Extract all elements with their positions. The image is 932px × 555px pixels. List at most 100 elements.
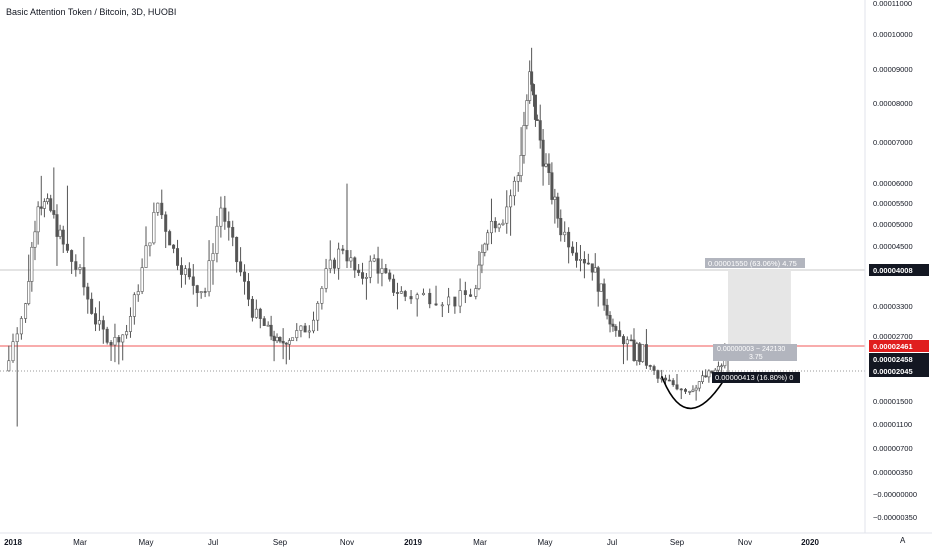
candle-body [287,340,291,345]
candle-body [94,313,98,325]
candle-body [160,202,164,216]
candle-body [614,326,618,331]
candle-body [716,365,720,371]
candle-body [148,242,152,247]
candle-body [291,337,295,341]
target-box-label-bg [705,258,805,268]
candle-body [24,303,28,319]
candle-body [493,220,497,229]
candle-body [368,260,372,278]
candle-body [667,379,671,382]
y-tick-label: 0.00000350 [873,468,913,477]
y-tick-label: 0.00000700 [873,444,913,453]
candle-body [36,206,40,233]
candle-body [61,229,65,245]
auto-scale-badge[interactable]: A [900,536,906,545]
candle-body [299,325,303,331]
price-label: 0.00004008 [873,266,913,275]
candle-body [618,330,622,337]
candle-body [187,268,191,278]
candle-body [563,231,567,236]
price-label-bg [869,365,929,377]
y-tick-label: 0.00011000 [873,0,912,8]
candle-body [58,229,62,237]
candle-body [303,325,307,333]
y-tick-label: 0.00004500 [873,242,913,251]
candle-body [372,258,376,262]
time-axis[interactable]: 2018 Mar May Jul Sep Nov 2019 Mar May Jul Sep Nov 20… [4,538,819,547]
candle-body [489,220,493,234]
candle-body [353,257,357,271]
candle-body [121,334,125,343]
y-tick-label: 0.00006000 [873,179,913,188]
candle-body [191,276,195,286]
candle-body [525,100,529,126]
candle-body [281,340,285,344]
candle-body [132,294,136,317]
candle-body [250,298,254,318]
candle-body [337,248,341,269]
candle-body [497,224,501,229]
candle-body [538,120,542,141]
candle-body [11,341,15,362]
candle-body [656,370,660,379]
drop-label: 0.00000413 (16.80%) 0 [715,373,793,382]
candle-body [168,231,172,246]
candle-body [519,155,523,176]
candle-body [505,206,509,224]
x-tick-label: Jul [208,538,218,547]
candle-body [629,339,633,342]
candle-body [553,196,557,200]
candle-body [235,236,239,263]
candle-body [199,291,203,294]
candle-body [635,343,639,361]
candle-body [590,263,594,273]
price-axis[interactable]: 0.00011000 0.00010000 0.00009000 0.00008000… [873,0,917,522]
candle-body [311,319,315,332]
candle-body [535,119,539,121]
candle-body [82,267,86,288]
candle-body [97,320,101,325]
candle-body [720,365,724,368]
candle-body [596,267,600,292]
candle-body [128,316,132,332]
candle-body [694,387,698,391]
candle-body [632,339,636,361]
candle-body [638,343,642,362]
candle-body [39,206,43,209]
candle-body [605,304,609,316]
candle-body [266,324,270,327]
candle-body [272,335,276,342]
x-tick-label: Nov [340,538,354,547]
candle-body [179,265,183,275]
candle-body [361,272,365,279]
candle-body [227,221,231,228]
price-label-bg [869,264,929,276]
candle-body [599,283,603,292]
candle-body [528,71,532,101]
candle-body [15,333,19,342]
candle-body [625,339,629,345]
candle-body [275,336,279,342]
candle-body [582,259,586,264]
candle-body [376,258,380,274]
candle-body [262,318,266,326]
candle-body [483,243,487,253]
candle-body [522,125,526,156]
candle-body [195,285,199,294]
candle-body [704,375,708,378]
candle-body [231,227,235,238]
rounded-bottom-arc [660,373,729,410]
candle-body [295,330,299,339]
y-tick-label: 0.00005500 [873,199,913,208]
candle-body [357,269,361,273]
x-tick-label: Nov [738,538,752,547]
x-tick-label: May [138,538,153,547]
y-tick-label: 0.00001100 [873,420,912,429]
candle-body [675,384,679,390]
y-tick-label: 0.00008000 [873,99,913,108]
candle-body [332,259,336,269]
candle-body [453,296,457,307]
candle-body [664,377,668,381]
candle-body [683,389,687,392]
